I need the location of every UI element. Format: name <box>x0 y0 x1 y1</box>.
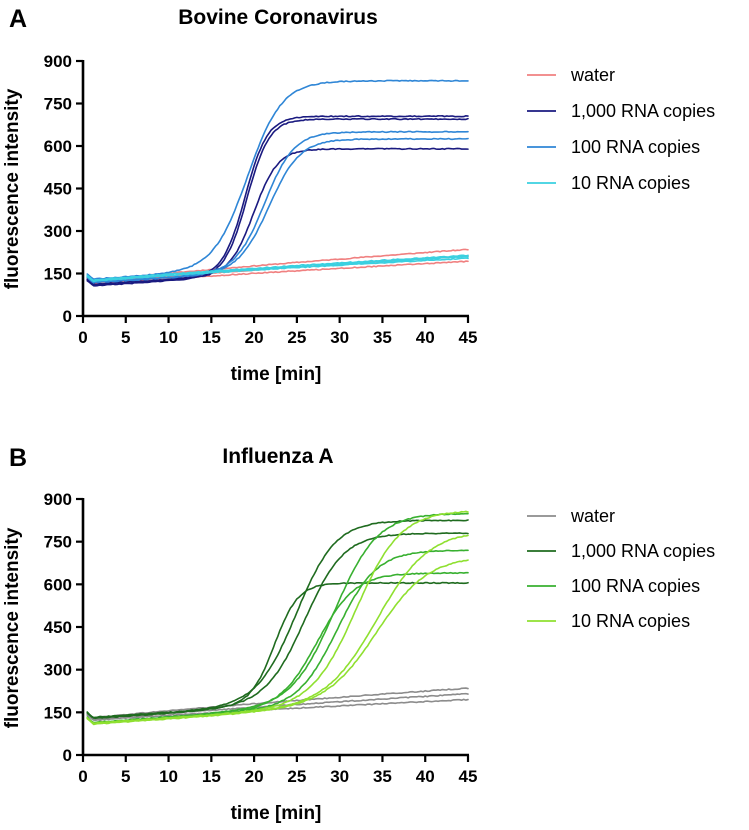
series-line-10-rna-copies <box>86 254 469 282</box>
series-line-100-rna-copies <box>86 137 469 284</box>
y-tick-label: 600 <box>44 575 72 594</box>
x-axis-title: time [min] <box>231 364 322 385</box>
series-line-10-rna-copies <box>86 559 469 726</box>
y-tick-label: 300 <box>44 661 72 680</box>
x-tick-label: 0 <box>78 767 87 786</box>
x-tick-label: 0 <box>78 328 87 347</box>
series-line-100-rna-copies <box>86 79 469 281</box>
x-tick-label: 20 <box>245 328 264 347</box>
y-tick-label: 150 <box>44 265 72 284</box>
x-tick-label: 5 <box>121 328 130 347</box>
legend-label: water <box>570 65 615 85</box>
series-line-10-rna-copies <box>86 257 469 282</box>
panel-letter: A <box>9 5 27 33</box>
legend-label: 10 RNA copies <box>571 611 690 631</box>
x-tick-label: 30 <box>330 767 349 786</box>
y-tick-label: 900 <box>44 52 72 71</box>
series-line-1-000-rna-copies <box>86 147 469 286</box>
x-tick-label: 15 <box>202 328 221 347</box>
x-tick-label: 25 <box>287 328 306 347</box>
x-tick-label: 10 <box>159 767 178 786</box>
x-tick-label: 5 <box>121 767 130 786</box>
legend-label: 10 RNA copies <box>571 173 690 193</box>
y-tick-label: 450 <box>44 180 72 199</box>
x-tick-label: 35 <box>373 767 392 786</box>
y-tick-label: 150 <box>44 703 72 722</box>
panel-letter: B <box>9 444 27 472</box>
y-tick-label: 450 <box>44 618 72 637</box>
y-tick-label: 0 <box>63 307 72 326</box>
y-tick-label: 900 <box>44 490 72 509</box>
x-tick-label: 15 <box>202 767 221 786</box>
y-axis-title: fluorescence intensity <box>2 527 23 728</box>
chart-panel-a: A Bovine Coronavirus 0 150 300 450 600 750 900 0 5… <box>2 5 715 385</box>
legend-label: 100 RNA copies <box>571 576 700 596</box>
series-line-1-000-rna-copies <box>86 117 469 287</box>
chart-title: Bovine Coronavirus <box>178 6 378 29</box>
y-axis-title: fluorescence intensity <box>2 88 23 289</box>
series-line-1-000-rna-copies <box>86 519 469 719</box>
legend-label: 100 RNA copies <box>571 137 700 157</box>
y-tick-label: 600 <box>44 137 72 156</box>
x-tick-label: 45 <box>459 328 478 347</box>
x-tick-label: 40 <box>416 328 435 347</box>
y-tick-label: 300 <box>44 222 72 241</box>
y-tick-label: 0 <box>63 746 72 765</box>
y-tick-label: 750 <box>44 533 72 552</box>
legend-label: 1,000 RNA copies <box>571 541 715 561</box>
legend-label: water <box>570 506 615 526</box>
chart-title: Influenza A <box>222 445 333 468</box>
x-axis-title: time [min] <box>231 803 322 824</box>
x-tick-label: 25 <box>287 767 306 786</box>
x-tick-label: 40 <box>416 767 435 786</box>
chart-panel-b: B Influenza A 0 150 300 450 600 750 900 0 5 10 15 20 2… <box>2 444 715 824</box>
x-tick-label: 45 <box>459 767 478 786</box>
series-line-water <box>86 260 469 286</box>
x-tick-label: 20 <box>245 767 264 786</box>
series-line-1-000-rna-copies <box>86 532 469 720</box>
series-line-water <box>86 687 469 720</box>
x-tick-label: 10 <box>159 328 178 347</box>
x-tick-label: 35 <box>373 328 392 347</box>
y-tick-label: 750 <box>44 95 72 114</box>
x-tick-label: 30 <box>330 328 349 347</box>
legend-label: 1,000 RNA copies <box>571 101 715 121</box>
